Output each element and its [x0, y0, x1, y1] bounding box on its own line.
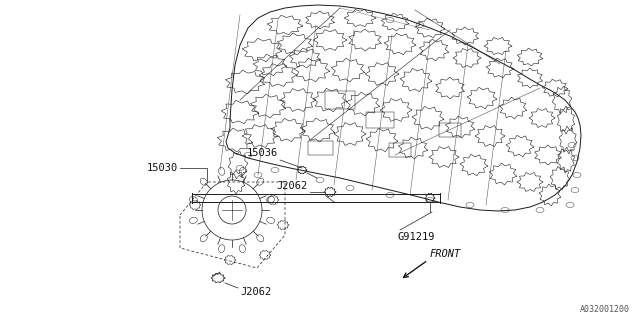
Text: J2062: J2062 — [240, 287, 271, 297]
Text: A032001200: A032001200 — [580, 305, 630, 314]
Text: 15030: 15030 — [147, 163, 178, 173]
Text: 15036: 15036 — [247, 148, 278, 158]
Bar — [325, 91, 355, 109]
Bar — [307, 141, 333, 155]
Text: FRONT: FRONT — [430, 249, 461, 259]
Bar — [439, 123, 461, 137]
Text: G91219: G91219 — [398, 232, 435, 242]
Bar — [366, 112, 394, 128]
Text: J2062: J2062 — [276, 181, 308, 191]
Bar — [389, 143, 411, 157]
